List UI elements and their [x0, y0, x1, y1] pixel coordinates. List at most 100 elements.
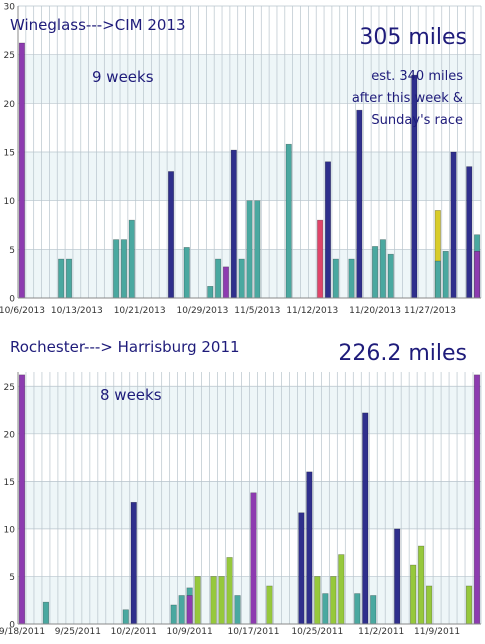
background-band [18, 54, 481, 104]
bar [18, 374, 26, 625]
bar [120, 239, 127, 299]
vertical-gridlines [17, 5, 482, 299]
y-tick-label: 20 [4, 430, 16, 440]
chart-title: Wineglass--->CIM 2013 [10, 16, 186, 34]
y-tick-label: 0 [9, 621, 15, 631]
y-tick-label: 5 [9, 246, 15, 256]
bar [266, 585, 273, 625]
bar [234, 595, 241, 625]
total-miles-annotation: 226.2 miles [338, 341, 467, 366]
chart-wineglass-cim: 0 5 10 15 20 25 30 10/6/2013 10/13/2013 10/21/201… [0, 3, 482, 316]
bar [285, 143, 292, 299]
y-tick-label: 10 [4, 525, 16, 535]
y-tick-label: 25 [4, 383, 15, 393]
bar [18, 42, 25, 299]
bar [215, 258, 222, 299]
bar [222, 266, 229, 299]
bar [194, 576, 201, 625]
bar [130, 501, 137, 625]
bar [348, 258, 355, 299]
x-tick-label: 11/5/2013 [234, 306, 280, 316]
bar [474, 250, 481, 299]
bar [324, 161, 331, 299]
y-tick-label: 15 [4, 478, 15, 488]
bar [226, 557, 233, 625]
bar [210, 576, 217, 625]
bar [466, 166, 473, 299]
x-tick-label: 9/25/2011 [55, 627, 101, 637]
bar [178, 595, 185, 625]
bar [362, 412, 369, 625]
background-band [18, 6, 481, 55]
estimate-note-line: Sunday's race [371, 113, 463, 128]
bar [426, 585, 433, 625]
bar [442, 250, 449, 299]
x-tick-label: 10/6/2013 [0, 306, 45, 316]
bar [338, 554, 345, 625]
weeks-annotation: 9 weeks [92, 68, 154, 86]
bar [332, 258, 339, 299]
bar [238, 258, 245, 299]
bar [330, 576, 337, 625]
x-tick-label: 11/12/2013 [286, 306, 338, 316]
bar [250, 492, 257, 625]
total-miles-annotation: 305 miles [359, 25, 467, 50]
bar [298, 512, 305, 625]
x-tick-label: 10/17/2011 [228, 627, 280, 637]
x-tick-label: 10/2/2011 [111, 627, 157, 637]
bar [465, 585, 473, 625]
plot-background [18, 6, 481, 298]
bar [122, 609, 129, 625]
bar [183, 247, 190, 299]
bar [170, 604, 177, 625]
y-tick-label: 20 [4, 100, 16, 110]
bars [18, 374, 481, 625]
bar [473, 374, 481, 625]
bar [306, 471, 313, 625]
estimate-note-line: est. 340 miles [371, 69, 463, 84]
bar [218, 576, 225, 625]
x-tick-label: 11/9/2011 [414, 627, 460, 637]
bar [65, 258, 73, 299]
background-band [18, 103, 481, 152]
x-tick-label: 11/2/2011 [358, 627, 404, 637]
x-tick-label: 10/9/2011 [167, 627, 213, 637]
bar [354, 593, 361, 625]
x-tick-label: 11/20/2013 [349, 306, 401, 316]
y-tick-label: 10 [4, 197, 16, 207]
bar [356, 109, 363, 299]
chart-rochester-harrisburg: 0 5 10 15 20 25 9/18/2011 9/25/2011 10/2/2011 10/… [0, 338, 482, 637]
bar [113, 239, 120, 299]
x-tick-label: 11/27/2013 [404, 306, 456, 316]
bar [230, 149, 237, 299]
y-tick-label: 5 [9, 573, 15, 583]
bar [434, 260, 441, 299]
bar [379, 239, 386, 299]
bar [372, 246, 379, 299]
estimate-note-line: after this week & [352, 91, 463, 106]
bar [322, 593, 329, 625]
bar [370, 595, 377, 625]
bar [58, 258, 65, 299]
bar [128, 219, 135, 299]
x-tick-label: 10/29/2013 [176, 306, 228, 316]
y-tick-label: 30 [4, 3, 16, 13]
x-tick-label: 10/13/2013 [51, 306, 103, 316]
bar [450, 151, 457, 299]
y-tick-label: 25 [4, 51, 15, 61]
bar [411, 74, 418, 299]
x-tick-label: 10/25/2011 [291, 627, 343, 637]
y-tick-label: 0 [9, 295, 15, 305]
bar [314, 576, 321, 625]
bar [186, 595, 193, 625]
bar [42, 601, 50, 625]
weeks-annotation: 8 weeks [100, 386, 162, 404]
bar [387, 253, 394, 299]
bar [418, 545, 425, 625]
bar [254, 200, 261, 299]
y-tick-label: 15 [4, 149, 15, 159]
bar [168, 171, 175, 299]
bar [246, 200, 253, 299]
